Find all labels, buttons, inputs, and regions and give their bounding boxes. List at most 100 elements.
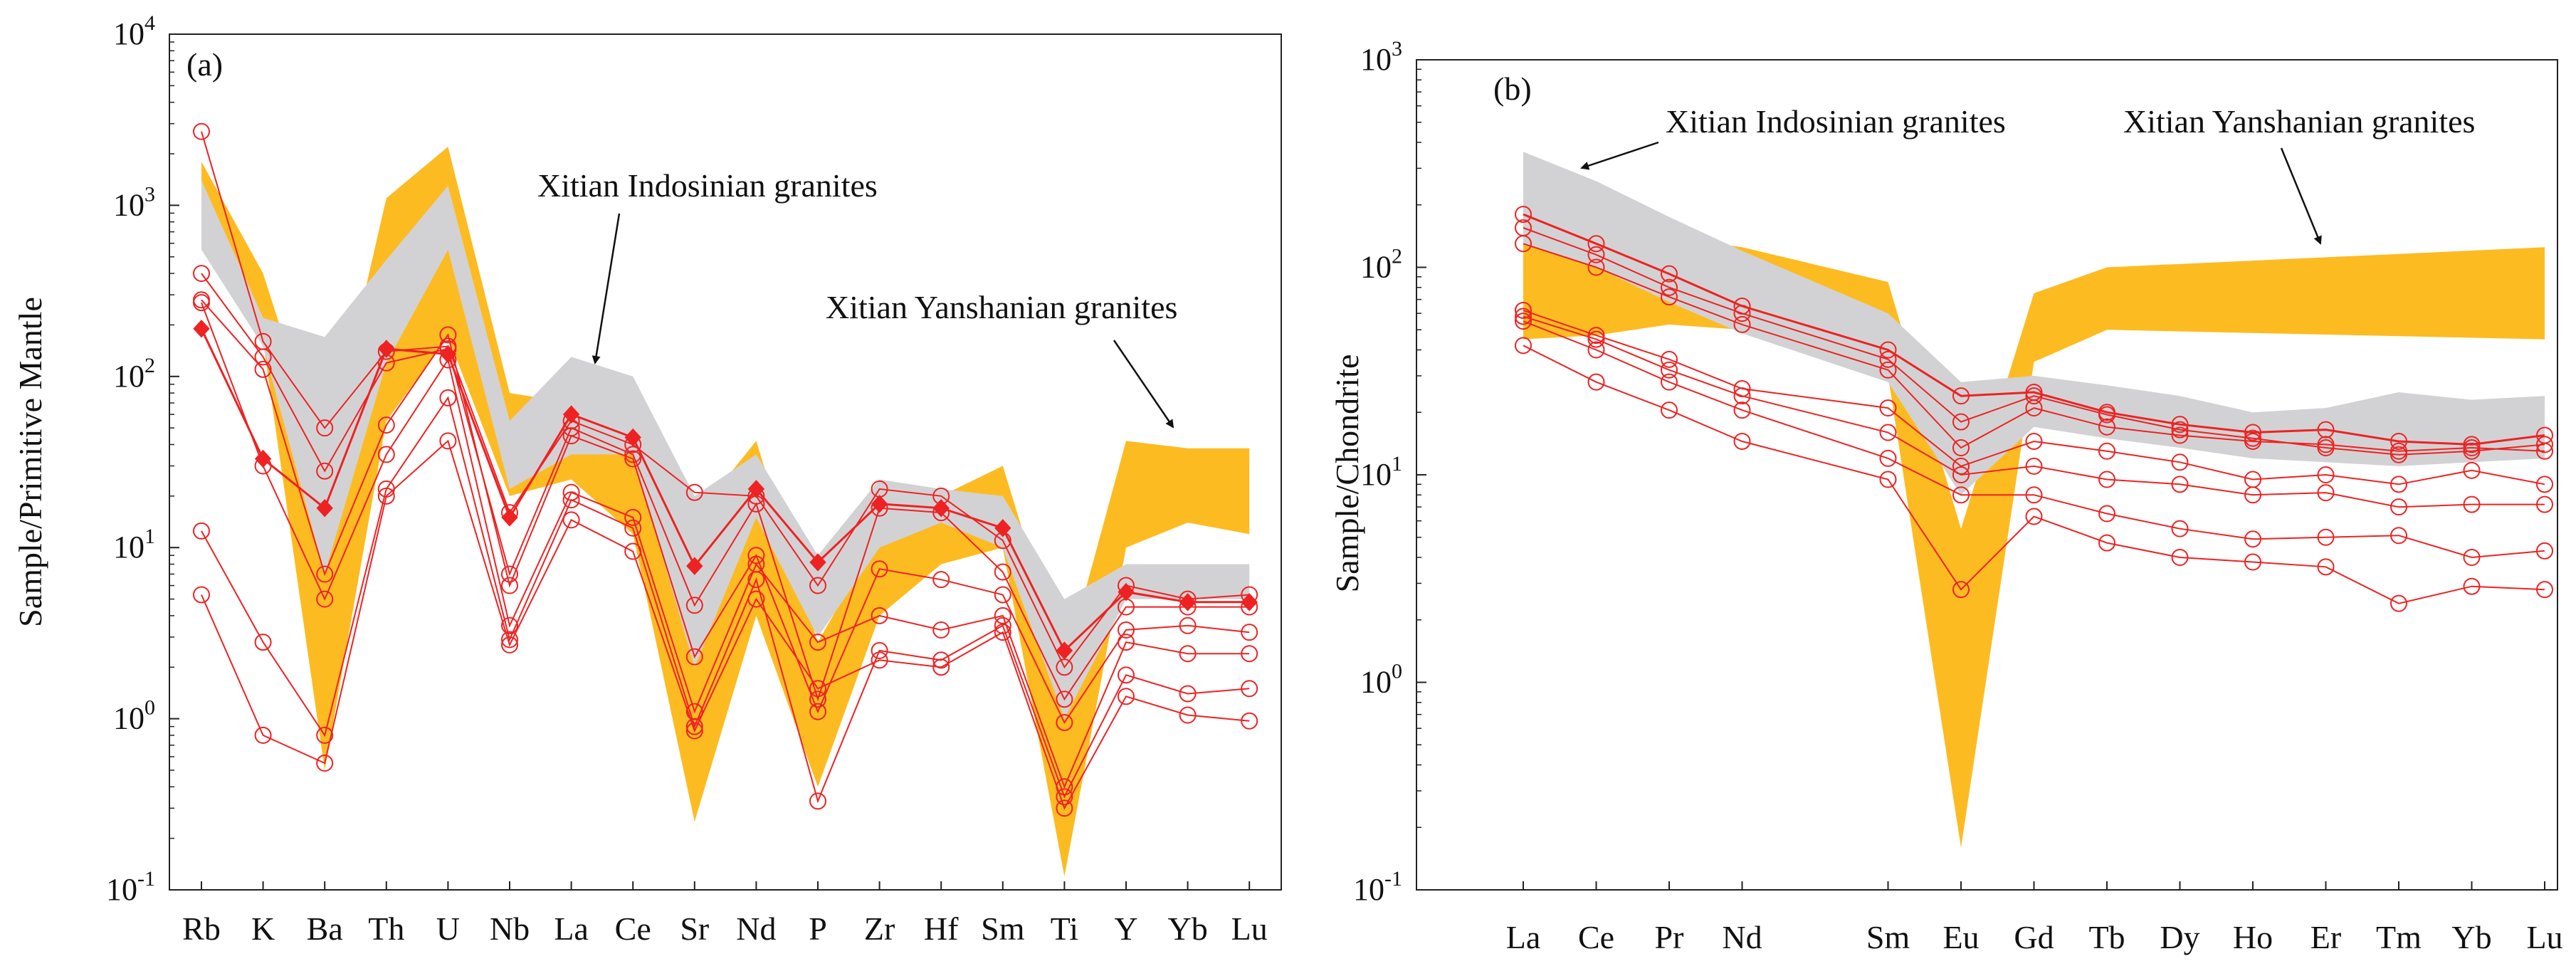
panel-a-sample-7-point (809, 680, 826, 698)
panel-b-sample-2-point (2098, 406, 2115, 424)
panel-a-reference-fields (201, 147, 1250, 877)
panel-a-sample-3-point (994, 563, 1011, 581)
panel-a-sample-5-point (685, 703, 703, 720)
panel-b-sample-6-point (2244, 530, 2261, 548)
y-tick-label: 103 (113, 182, 155, 222)
x-tick-label: Sr (680, 910, 709, 947)
panel-a-sample-7-point (871, 651, 888, 669)
panel-b-reference-fields (1523, 152, 2545, 848)
panel-b-sample-4-point (1879, 399, 1897, 417)
panel-a-sample-5-point (871, 607, 888, 624)
panel-a-sample-3-point (1241, 598, 1258, 616)
panel-a-y-axis-label: Sample/Primitive Mantle (12, 297, 48, 627)
x-tick-label: Gd (2014, 919, 2054, 955)
panel-a-sample-7-point (439, 432, 457, 450)
panel-a-sample-2-point (809, 577, 826, 594)
panel-a-sample-5-point (624, 508, 642, 526)
panel-a-sample-5-point (254, 457, 272, 475)
panel-b-sample-1-point (1515, 206, 1532, 224)
panel-b-yanshanian-arrow (2280, 147, 2322, 245)
panel-a-sample-series (193, 122, 1258, 817)
panel-b-sample-6-point (2463, 548, 2481, 566)
panel-a-sample-4-point (439, 326, 457, 344)
panel-b-sample-7-point (2025, 508, 2043, 525)
panel-a-sample-7-point (193, 586, 210, 604)
panel-a-sample-3-point (1179, 598, 1197, 616)
panel-b-sample-3-point (2171, 426, 2189, 444)
x-tick-label: Sm (981, 910, 1025, 947)
panel-a-sample-7-point (624, 542, 642, 560)
panel-a-sample-7-point (562, 511, 580, 529)
panel-b-sample-3-point (2025, 399, 2043, 417)
panel-a-sample-3-point (809, 691, 826, 708)
panel-a-sample-2-point (624, 436, 642, 453)
panel-a-sample-4-line (201, 299, 1250, 725)
panel-b-sample-6-point (1515, 313, 1532, 330)
panel-b-sample-7-point (1661, 401, 1678, 419)
panel-a-sample-1-point (562, 405, 580, 424)
panel-b-label: (b) (1493, 70, 1532, 107)
panel-b-sample-4-point (2098, 442, 2115, 460)
panel-a-sample-2-point (377, 342, 395, 360)
panel-b-sample-6-point (1952, 486, 1970, 504)
panel-b-yanshanian-annotation: Xitian Yanshanian granites (2123, 103, 2475, 140)
panel-b-sample-4-point (2317, 466, 2335, 483)
panel-b-sample-6-point (1587, 341, 1605, 359)
panel-a-sample-3-line (201, 273, 1250, 702)
panel-b-y-axis-ticks: 10-1 100 101 102 103 (1353, 37, 1426, 907)
panel-a-sample-4-point (871, 560, 888, 578)
y-tick-label: 103 (1360, 37, 1402, 77)
x-tick-label: Ti (1051, 910, 1078, 947)
panel-b-sample-6-point (2171, 520, 2189, 537)
panel-b-sample-1-point (1879, 341, 1897, 359)
panel-a-sample-6-point (1056, 788, 1073, 806)
panel-b-sample-1-point (1661, 265, 1678, 283)
panel-a-sample-7-point (1118, 688, 1135, 705)
y-tick-label: 104 (113, 11, 155, 51)
panel-b-sample-6-point (2025, 486, 2043, 504)
x-tick-label: K (251, 910, 275, 947)
panel-a-sample-4-point (1056, 713, 1073, 731)
panel-b-sample-2-point (1952, 413, 1970, 431)
panel-b-sample-6-point (2098, 505, 2115, 523)
panel-a-sample-5-point (1241, 645, 1258, 663)
panel-a-sample-3-point (932, 504, 950, 522)
panel-b-sample-7-point (1733, 432, 1751, 450)
panel-a-sample-3-point (685, 597, 703, 614)
panel-b-sample-7-point (2536, 581, 2553, 599)
panel-a-label: (a) (186, 46, 223, 83)
panel-a-sample-1-point (994, 519, 1011, 537)
x-tick-label: Nd (1722, 919, 1762, 955)
x-tick-label: Tb (2088, 919, 2125, 955)
panel-a-sample-6-point (562, 491, 580, 509)
panel-b-sample-5-point (2463, 495, 2481, 513)
panel-b-sample-1-point (1952, 387, 1970, 405)
x-tick-label: Hf (924, 910, 959, 947)
x-tick-label: La (554, 910, 589, 947)
panel-b-sample-7-point (2098, 534, 2115, 552)
panel-b-sample-2-point (2536, 436, 2553, 453)
panel-b-sample-4-point (1587, 327, 1605, 345)
x-tick-label: Nb (490, 910, 530, 947)
panel-b-sample-1-point (2390, 432, 2407, 450)
panel-a-sample-3-point (624, 446, 642, 463)
x-tick-label: Nd (736, 910, 776, 947)
panel-a-sample-6-point (1118, 666, 1135, 684)
panel-a-sample-5-point (439, 351, 457, 369)
panel-a-sample-5-point (809, 634, 826, 651)
panel-b-indosinian-annotation: Xitian Indosinian granites (1666, 103, 2006, 140)
panel-a-sample-6-point (439, 389, 457, 406)
x-tick-label: Ho (2233, 919, 2273, 955)
panel-b-sample-5-point (2244, 486, 2261, 504)
panel-b-sample-1-point (1733, 298, 1751, 315)
panel-a-sample-6-point (685, 718, 703, 735)
panel-a-sample-3-point (562, 419, 580, 437)
panel-b-sample-5-point (2025, 457, 2043, 475)
x-tick-label: Sm (1866, 919, 1910, 955)
panel-a-sample-7-point (1241, 712, 1258, 730)
panel-b-sample-6-point (2317, 528, 2335, 546)
panel-b-sample-7-point (2463, 577, 2481, 595)
panel-b-sample-7-point (1587, 373, 1605, 391)
panel-a-sample-5-point (193, 294, 210, 312)
